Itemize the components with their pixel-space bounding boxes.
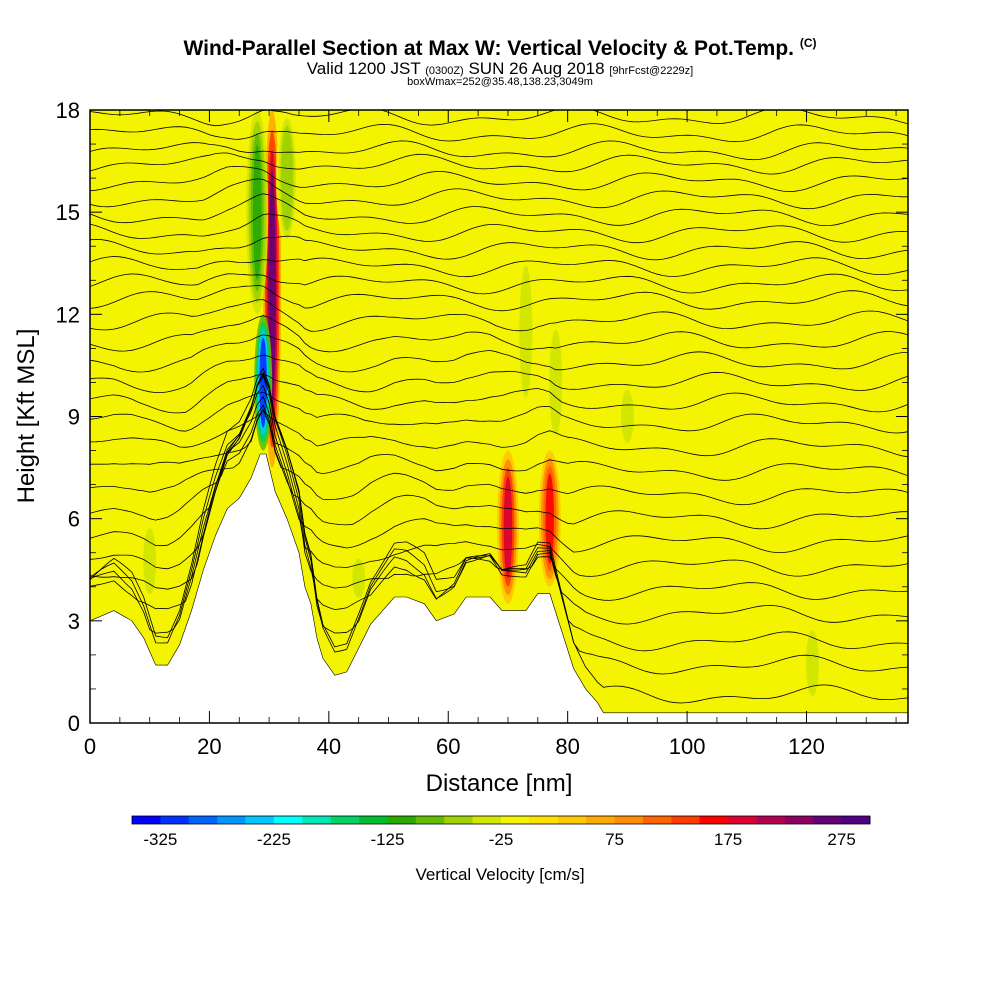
subtitle-forecast: [9hrFcst@2229z] (609, 65, 694, 77)
isentrope-7 (90, 404, 908, 530)
isentrope-27 (90, 123, 908, 143)
colorbar-swatch-10 (415, 816, 445, 824)
x-tick-label-20: 20 (197, 734, 221, 759)
isentrope-17 (90, 284, 908, 312)
colorbar-swatch-24 (813, 816, 843, 824)
isentrope-26 (90, 140, 908, 161)
colorbar-swatch-12 (472, 816, 502, 824)
colorbar-swatch-18 (642, 816, 672, 824)
x-tick-label-120: 120 (788, 734, 825, 759)
y-tick-label-3: 3 (68, 609, 80, 634)
colorbar-swatch-22 (756, 816, 786, 824)
isentrope-18 (90, 273, 908, 295)
velocity-feature-10-level-3 (354, 561, 363, 596)
isentrope-9 (90, 409, 908, 481)
isentrope-13 (90, 354, 908, 393)
colorbar-swatch-6 (302, 816, 332, 824)
isentrope-14 (90, 334, 908, 373)
colorbar-tick-175: 175 (714, 830, 742, 849)
velocity-feature-1-level-3 (259, 337, 267, 428)
colorbar-swatch-23 (784, 816, 814, 824)
colorbar-swatch-25 (841, 816, 871, 824)
chart-title-tag: (C) (799, 36, 817, 50)
velocity-feature-6-level-3 (521, 274, 531, 388)
isentrope-22 (90, 193, 908, 227)
isentrope-10 (90, 410, 908, 458)
colorbar-swatch-19 (671, 816, 701, 824)
isentrope-24 (90, 165, 908, 193)
x-tick-label-100: 100 (669, 734, 706, 759)
velocity-feature-7-level-3 (551, 337, 560, 428)
colorbar-swatch-9 (387, 816, 417, 824)
velocity-feature-3-level-3 (282, 132, 292, 224)
isentrope-23 (90, 178, 908, 210)
colorbar-swatch-17 (614, 816, 644, 824)
y-tick-label-0: 0 (68, 711, 80, 736)
isentrope-6 (90, 395, 908, 553)
colorbar: -325 -225 -125 -25 75 175 275 (131, 815, 871, 849)
x-tick-label-80: 80 (555, 734, 579, 759)
x-tick-label-60: 60 (436, 734, 460, 759)
colorbar-frame (131, 815, 871, 825)
isentrope-20 (90, 235, 908, 261)
velocity-feature-4-level-3 (503, 476, 513, 578)
isentrope-21 (90, 213, 908, 244)
colorbar-label: Vertical Velocity [cm/s] (415, 865, 584, 884)
y-tick-label-18: 18 (56, 98, 80, 123)
colorbar-swatch-21 (728, 816, 757, 824)
velocity-feature-5-level-3 (545, 473, 555, 564)
velocity-feature-2-level-3 (252, 144, 262, 280)
x-tick-label-40: 40 (317, 734, 341, 759)
colorbar-tick-75: 75 (605, 830, 624, 849)
x-tick-label-0: 0 (84, 734, 96, 759)
isentrope-11 (90, 391, 908, 434)
colorbar-tick-275: 275 (827, 830, 855, 849)
isentrope-8 (90, 408, 908, 506)
y-axis-label: Height [Kft MSL] (13, 329, 40, 504)
velocity-feature-9-level-3 (145, 533, 154, 590)
colorbar-swatch-14 (529, 816, 559, 824)
colorbar-swatch-13 (501, 816, 530, 824)
y-tick-label-6: 6 (68, 507, 80, 532)
colorbar-tick--125: -125 (370, 830, 404, 849)
colorbar-swatch-2 (188, 816, 218, 824)
theta-contours (90, 110, 908, 704)
isentrope-19 (90, 256, 908, 278)
colorbar-swatch-8 (359, 816, 388, 824)
colorbar-swatch-3 (217, 816, 247, 824)
chart-title: Wind-Parallel Section at Max W: Vertical… (183, 36, 817, 60)
velocity-feature-11-level-3 (808, 635, 817, 692)
colorbar-swatch-4 (245, 816, 275, 824)
chart-subtitle-line2: boxWmax=252@35.48,138.23,3049m (407, 76, 593, 88)
chart-subtitle: Valid 1200 JST (0300Z) SUN 26 Aug 2018 [… (306, 59, 694, 78)
colorbar-swatch-7 (330, 816, 360, 824)
axis-ticks: 0 3 6 9 12 15 18 0 20 40 60 80 100 120 (56, 98, 908, 759)
isentrope-12 (90, 373, 908, 414)
isentrope-15 (90, 315, 908, 353)
velocity-feature-8-level-3 (623, 393, 632, 440)
isentrope-28 (90, 110, 908, 127)
colorbar-tick--325: -325 (143, 830, 177, 849)
subtitle-utc: (0300Z) (425, 65, 464, 77)
colorbar-tick--25: -25 (489, 830, 514, 849)
isentrope-25 (90, 152, 908, 175)
colorbar-swatch-20 (699, 816, 729, 824)
isentrope-3 (90, 371, 908, 625)
x-axis-label: Distance [nm] (426, 770, 573, 797)
y-tick-label-15: 15 (56, 200, 80, 225)
colorbar-swatch-11 (444, 816, 474, 824)
colorbar-swatch-16 (586, 816, 616, 824)
colorbar-tick--225: -225 (257, 830, 291, 849)
colorbar-swatch-1 (160, 816, 190, 824)
colorbar-swatch-5 (273, 816, 303, 824)
y-tick-label-12: 12 (56, 302, 80, 327)
y-tick-label-9: 9 (68, 405, 80, 430)
terrain-shape (90, 453, 908, 723)
terrain-mask (90, 453, 908, 723)
isentrope-16 (90, 299, 908, 332)
colorbar-swatch-15 (557, 816, 587, 824)
colorbar-swatch-0 (132, 816, 161, 824)
